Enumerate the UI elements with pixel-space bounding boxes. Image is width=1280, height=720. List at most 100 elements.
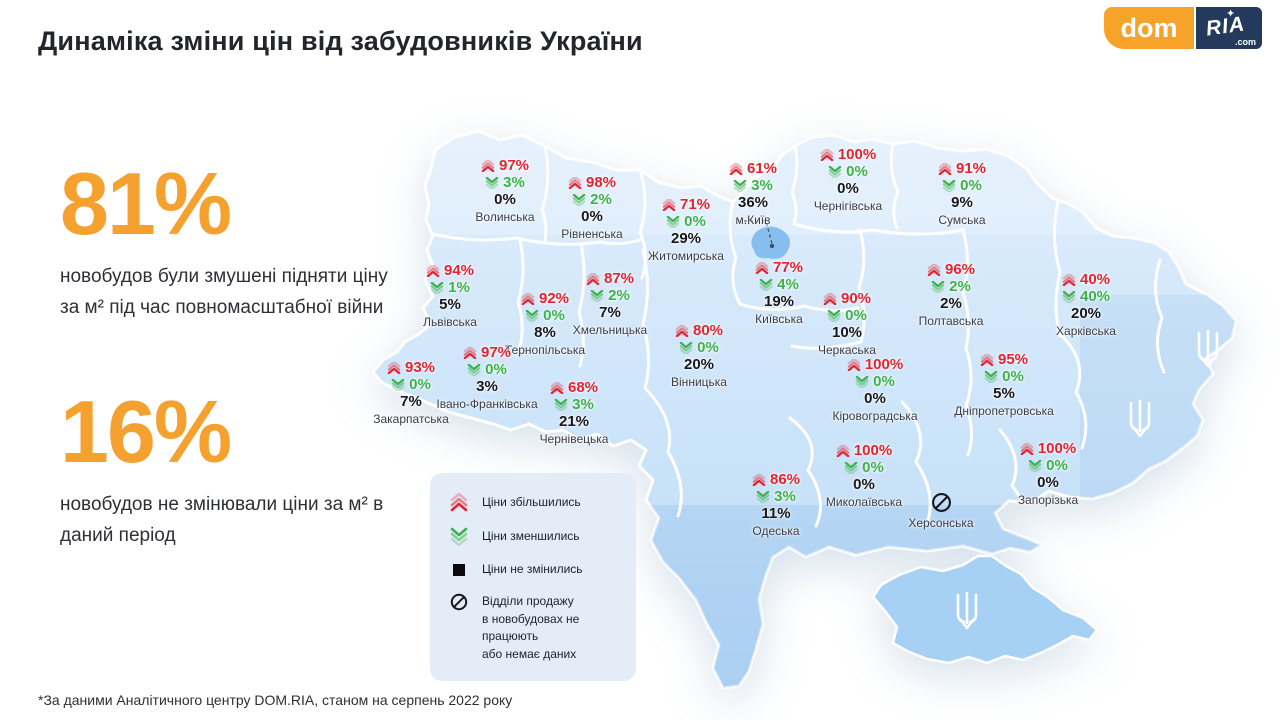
- black-square-icon: [448, 563, 470, 577]
- legend-item-decreased: Ціни зменшились: [448, 527, 618, 546]
- region-same-value: 36%: [737, 194, 769, 211]
- region-same-value: 3%: [476, 378, 498, 395]
- region-up-value: 100%: [790, 356, 960, 373]
- dom-logo-box: dom: [1104, 7, 1194, 49]
- region-same-value: 0%: [864, 390, 886, 407]
- stat-increased-value: 81%: [60, 154, 232, 253]
- region-same-value: 5%: [993, 385, 1015, 402]
- region-down-value: 3%: [420, 174, 590, 191]
- region-same-value: 0%: [1037, 474, 1059, 491]
- region-name: Кіровоградська: [832, 409, 918, 423]
- region-down-value: 0%: [779, 459, 949, 476]
- region-label: 91% 0% 9% Сумська: [877, 160, 1047, 227]
- region-up-value: 97%: [420, 157, 590, 174]
- region-up-value: 90%: [762, 290, 932, 307]
- region-up-value: 92%: [460, 290, 630, 307]
- region-name: Миколаївська: [825, 495, 903, 509]
- no-data-icon: [448, 593, 470, 611]
- region-same-value: 7%: [599, 304, 621, 321]
- ria-logo-box: ✦ RIA .com: [1196, 7, 1262, 49]
- region-up-value: 100%: [763, 146, 933, 163]
- region-same-value: 0%: [494, 191, 516, 208]
- region-name: м.Київ: [735, 213, 771, 227]
- region-label: 61% 3% 36% м.Київ: [668, 160, 838, 227]
- region-name: Сумська: [938, 213, 986, 227]
- region-name: Житомирська: [648, 249, 724, 263]
- region-same-value: 2%: [940, 295, 962, 312]
- region-up-value: 97%: [402, 344, 572, 361]
- region-name: Черкаська: [818, 343, 876, 357]
- region-label: 100% 0% 0% Запорізька: [963, 440, 1133, 507]
- ria-com-text: .com: [1234, 37, 1256, 47]
- region-same-value: 0%: [581, 208, 603, 225]
- no-data-icon: [856, 492, 1026, 513]
- region-name: Київська: [755, 312, 803, 326]
- stat-increased: 81% новобудов були змушені підняти ціну …: [60, 160, 405, 324]
- region-up-value: 87%: [525, 270, 695, 287]
- region-up-value: 100%: [963, 440, 1133, 457]
- region-down-value: 3%: [691, 488, 861, 505]
- region-same-value: 21%: [558, 413, 590, 430]
- region-same-value: 19%: [763, 293, 795, 310]
- region-down-value: 40%: [1001, 288, 1171, 305]
- region-down-value: 0%: [762, 307, 932, 324]
- region-up-value: 77%: [694, 259, 864, 276]
- region-name: Волинська: [475, 210, 535, 224]
- region-label: 71% 0% 29% Житомирська: [601, 196, 771, 263]
- region-label: 100% 0% 0% Миколаївська: [779, 442, 949, 509]
- region-down-value: 3%: [489, 396, 659, 413]
- region-label: 96% 2% 2% Полтавська: [866, 261, 1036, 328]
- region-down-value: 0%: [402, 361, 572, 378]
- region-down-value: 0%: [614, 339, 784, 356]
- stat-unchanged: 16% новобудов не змінювали ціни за м² в …: [60, 388, 405, 552]
- region-label: 94% 1% 5% Львівська: [365, 262, 535, 329]
- region-same-value: 9%: [951, 194, 973, 211]
- region-label: Херсонська: [856, 492, 1026, 530]
- page-title: Динаміка зміни цін від забудовників Укра…: [38, 26, 643, 56]
- map-legend: Ціни збільшились Ціни зменшились Ціни не…: [430, 473, 636, 681]
- region-label: 97% 3% 0% Волинська: [420, 157, 590, 224]
- legend-label: Відділи продажу в новобудовах не працюют…: [482, 594, 580, 661]
- region-down-value: 0%: [877, 177, 1047, 194]
- legend-label: Ціни збільшились: [482, 494, 581, 509]
- region-label: 87% 2% 7% Хмельницька: [525, 270, 695, 337]
- source-note: *За даними Аналітичного центру DOM.RIA, …: [38, 692, 513, 708]
- legend-label: Ціни не змінились: [482, 562, 583, 576]
- region-label: 80% 0% 20% Вінницька: [614, 322, 784, 389]
- region-up-value: 86%: [691, 471, 861, 488]
- region-up-value: 80%: [614, 322, 784, 339]
- region-label: 86% 3% 11% Одеська: [691, 471, 861, 538]
- region-same-value: 5%: [439, 296, 461, 313]
- region-same-value: 0%: [837, 180, 859, 197]
- region-down-value: 1%: [365, 279, 535, 296]
- region-name: Дніпропетровська: [954, 404, 1054, 418]
- region-name: Рівненська: [561, 227, 623, 241]
- region-up-value: 98%: [507, 174, 677, 191]
- region-name: Полтавська: [918, 314, 984, 328]
- region-same-value: 7%: [400, 393, 422, 410]
- region-same-value: 8%: [534, 324, 556, 341]
- region-up-value: 94%: [365, 262, 535, 279]
- region-name: Чернівецька: [539, 432, 609, 446]
- domria-logo: dom ✦ RIA .com: [1104, 7, 1262, 49]
- chevrons-up-icon: [448, 493, 470, 512]
- region-label: 92% 0% 8% Тернопільська: [460, 290, 630, 357]
- stat-increased-description: новобудов були змушені підняти ціну за м…: [60, 266, 388, 318]
- region-same-value: 10%: [831, 324, 863, 341]
- region-down-value: 2%: [866, 278, 1036, 295]
- region-label: 98% 2% 0% Рівненська: [507, 174, 677, 241]
- region-label: 100% 0% 0% Чернігівська: [763, 146, 933, 213]
- region-label: 77% 4% 19% Київська: [694, 259, 864, 326]
- region-same-value: 20%: [1070, 305, 1102, 322]
- region-name: Львівська: [423, 315, 477, 329]
- region-down-value: 0%: [460, 307, 630, 324]
- region-name: Закарпатська: [373, 412, 449, 426]
- region-name: Херсонська: [908, 516, 974, 530]
- region-up-value: 61%: [668, 160, 838, 177]
- region-down-value: 0%: [601, 213, 771, 230]
- region-name: Харківська: [1056, 324, 1116, 338]
- stat-unchanged-value: 16%: [60, 382, 232, 481]
- region-same-value: 11%: [761, 505, 791, 522]
- region-down-value: 3%: [668, 177, 838, 194]
